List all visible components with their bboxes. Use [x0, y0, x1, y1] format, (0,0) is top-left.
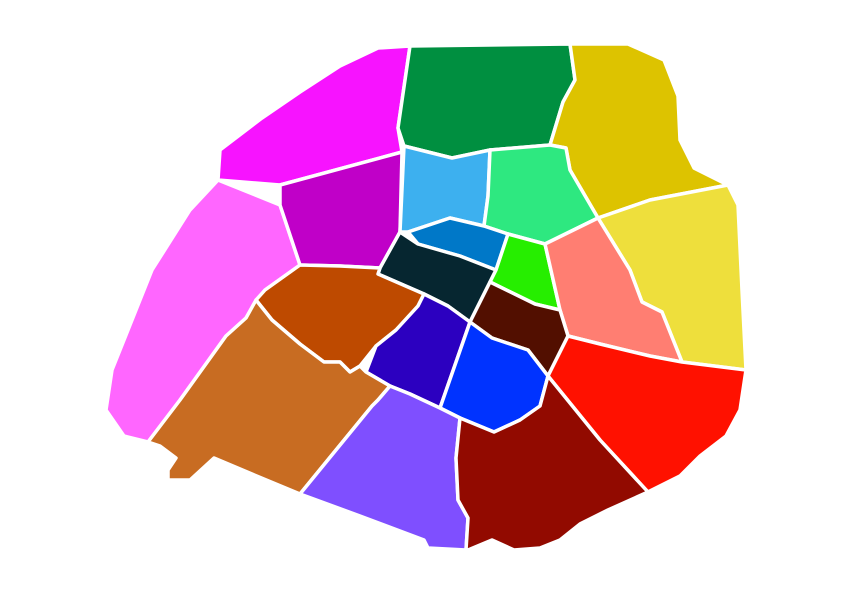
district-18[interactable] — [396, 42, 577, 160]
district-13[interactable] — [454, 374, 650, 552]
district-15[interactable] — [146, 298, 392, 496]
district-17[interactable] — [216, 44, 412, 187]
